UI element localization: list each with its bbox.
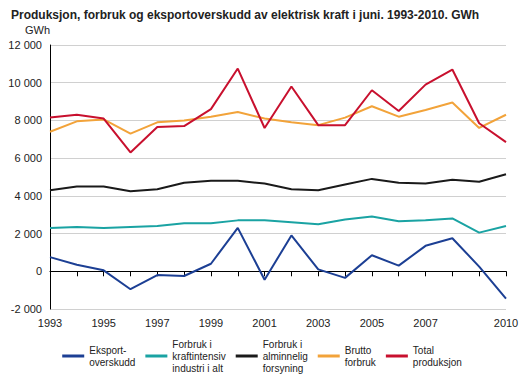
svg-text:8 000: 8 000 [14, 114, 42, 126]
svg-text:forbruk: forbruk [345, 357, 377, 368]
svg-text:2003: 2003 [306, 317, 330, 329]
svg-text:4 000: 4 000 [14, 190, 42, 202]
svg-text:Eksport-: Eksport- [89, 345, 126, 356]
svg-text:-2 000: -2 000 [11, 303, 42, 315]
svg-text:overskudd: overskudd [89, 357, 135, 368]
svg-text:Brutto: Brutto [345, 345, 372, 356]
svg-text:2 000: 2 000 [14, 228, 42, 240]
svg-text:2005: 2005 [360, 317, 384, 329]
svg-text:GWh: GWh [25, 24, 50, 36]
svg-text:1997: 1997 [145, 317, 169, 329]
svg-text:12 000: 12 000 [8, 39, 42, 51]
svg-text:forsyning: forsyning [263, 363, 304, 374]
svg-text:produksjon: produksjon [413, 357, 462, 368]
svg-text:kraftintensiv: kraftintensiv [172, 351, 225, 362]
svg-text:alminnelig: alminnelig [263, 351, 308, 362]
svg-text:1995: 1995 [91, 317, 115, 329]
svg-text:Forbruk i: Forbruk i [172, 339, 211, 350]
svg-text:6 000: 6 000 [14, 152, 42, 164]
svg-text:0: 0 [36, 265, 42, 277]
svg-text:Produksjon, forbruk og eksport: Produksjon, forbruk og eksportoverskudd … [11, 8, 479, 22]
svg-text:2010: 2010 [494, 317, 518, 329]
svg-text:industri i alt: industri i alt [172, 363, 223, 374]
svg-text:Forbruk i: Forbruk i [263, 339, 302, 350]
svg-text:10 000: 10 000 [8, 77, 42, 89]
svg-text:1999: 1999 [199, 317, 223, 329]
svg-text:Total: Total [413, 345, 434, 356]
svg-text:2001: 2001 [252, 317, 276, 329]
svg-text:1993: 1993 [38, 317, 62, 329]
svg-text:2007: 2007 [413, 317, 437, 329]
